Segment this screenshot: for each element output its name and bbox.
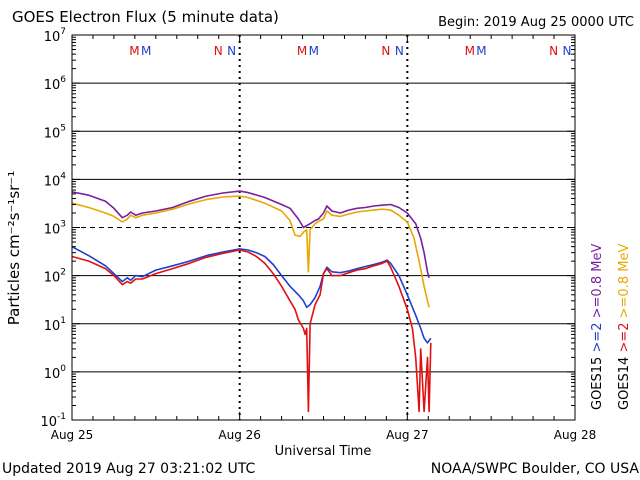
time-marker: M [129,44,139,58]
time-marker: N [214,44,223,58]
x-tick-label: Aug 28 [554,428,597,442]
chart-grid [72,35,575,420]
legend: GOES15 >=2 >=0.8 MeV GOES14 >=2 >=0.8 MeV [590,244,632,410]
legend-entry: GOES15 >=2 >=0.8 MeV [590,244,605,410]
y-tick-label: 100 [44,364,67,382]
x-tick-labels: Aug 25 Aug 26 Aug 27 Aug 28 [51,428,597,442]
y-tick-label: 10-1 [40,412,66,430]
series-goes14-2-mev [71,249,432,413]
time-marker: M [476,44,486,58]
x-axis-title: Universal Time [275,444,372,459]
series-goes15-2-mev [71,245,432,344]
series-layer [71,190,432,413]
y-tick-label: 102 [44,268,66,286]
time-marker: M [141,44,151,58]
y-tick-label: 104 [44,171,67,189]
series-goes14-0-8-mev [71,195,430,308]
y-tick-label: 103 [44,220,66,238]
chart-title: GOES Electron Flux (5 minute data) [12,8,279,26]
time-marker: N [381,44,390,58]
time-marker: N [227,44,236,58]
time-marker: M [309,44,319,58]
time-marker: M [465,44,475,58]
plot-frame [71,34,576,421]
legend-entry: GOES14 >=2 >=0.8 MeV [617,244,632,410]
series-goes15-0-8-mev [71,190,430,279]
y-tick-label: 107 [44,27,66,45]
x-tick-label: Aug 26 [218,428,261,442]
x-tick-label: Aug 25 [51,428,94,442]
time-marker: N [549,44,558,58]
y-tick-labels: 10-1 100 101 102 103 104 105 106 107 [40,27,66,430]
y-tick-label: 101 [44,316,66,334]
y-tick-label: 106 [44,75,67,93]
time-marker: N [563,44,572,58]
time-marker: N [395,44,404,58]
updated-label: Updated 2019 Aug 27 03:21:02 UTC [2,461,256,477]
y-tick-label: 105 [44,123,66,141]
y-axis-title: Particles cm⁻²s⁻¹sr⁻¹ [5,171,23,325]
source-label: NOAA/SWPC Boulder, CO USA [430,461,639,477]
begin-label: Begin: 2019 Aug 25 0000 UTC [438,15,634,30]
x-tick-label: Aug 27 [386,428,429,442]
time-marker: M [297,44,307,58]
